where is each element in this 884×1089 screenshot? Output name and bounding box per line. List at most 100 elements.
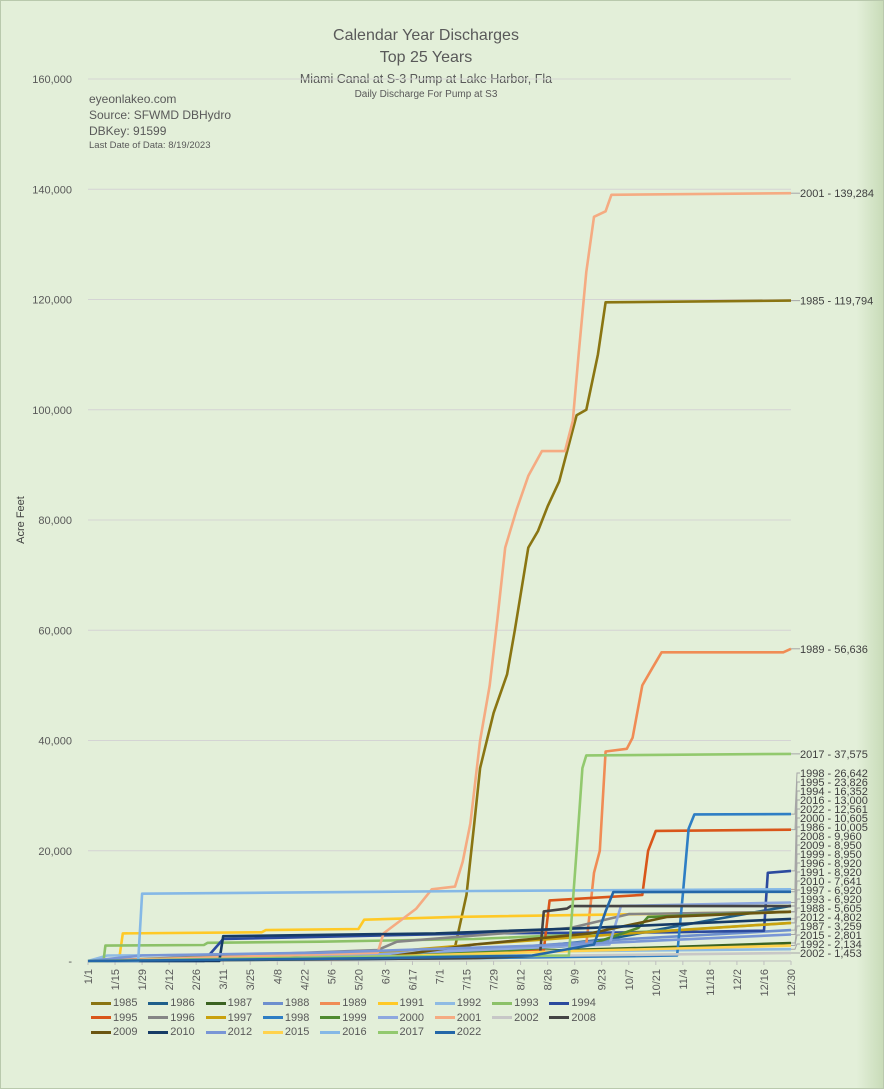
legend-swatch <box>377 1001 398 1005</box>
legend-label: 1992 <box>456 997 482 1009</box>
legend-item-1992: 1992 <box>434 997 482 1009</box>
legend-item-1989: 1989 <box>320 997 367 1009</box>
legend-label: 2001 <box>456 1011 482 1024</box>
legend-item-1987: 1987 <box>205 997 253 1009</box>
data-label-2022: 2022 - 12,561 <box>800 804 868 816</box>
legend-swatch <box>434 1030 455 1034</box>
legend-label: 1986 <box>170 997 195 1009</box>
legend-item-2010: 2010 <box>148 1026 195 1038</box>
legend-item-1996: 1996 <box>148 1011 195 1024</box>
x-tick-label: 5/6 <box>326 969 338 984</box>
chart-subtitle2: Daily Discharge For Pump at S3 <box>354 89 498 100</box>
legend-label: 2000 <box>399 1011 424 1024</box>
data-label-1993: 1993 - 6,920 <box>800 894 862 906</box>
legend-item-1998: 1998 <box>262 1011 310 1024</box>
x-tick-label: 8/26 <box>543 969 555 990</box>
x-tick-label: 10/21 <box>651 969 663 997</box>
note-last-date: Last Date of Data: 8/19/2023 <box>89 140 211 151</box>
leader-line <box>791 925 800 944</box>
data-label-2015: 2015 - 2,801 <box>800 930 862 942</box>
x-tick-label: 1/29 <box>137 969 149 990</box>
legend-item-2022: 2022 <box>434 1026 481 1038</box>
legend-label: 1988 <box>284 997 310 1009</box>
legend-label: 1985 <box>113 997 138 1009</box>
x-tick-label: 7/1 <box>435 969 447 984</box>
legend-item-2015: 2015 <box>262 1026 309 1038</box>
x-tick-label: 12/16 <box>759 969 771 997</box>
series-line-2008 <box>87 904 791 963</box>
legend-swatch <box>320 1030 341 1034</box>
y-tick-label: 100,000 <box>32 405 72 417</box>
data-label-1999: 1999 - 8,950 <box>800 849 862 861</box>
legend-swatch <box>492 1016 513 1019</box>
legend-label: 2016 <box>342 1026 367 1038</box>
data-label-1998: 1998 - 26,642 <box>800 768 868 780</box>
legend-label: 1996 <box>170 1011 195 1024</box>
legend-item-2001: 2001 <box>434 1011 482 1024</box>
data-label-2010: 2010 - 7,641 <box>800 876 862 888</box>
data-label-1994: 1994 - 16,352 <box>800 786 868 798</box>
legend-swatch <box>91 1016 111 1019</box>
legend-label: 1998 <box>284 1011 310 1024</box>
series-line-2017 <box>87 752 792 963</box>
legend-item-1991: 1991 <box>377 997 424 1009</box>
y-tick-label: 140,000 <box>32 184 72 196</box>
series-line-2022 <box>87 890 792 963</box>
legend-label: 1989 <box>342 997 367 1009</box>
chart-title: Calendar Year Discharges <box>333 27 519 44</box>
y-tick-label: 60,000 <box>38 625 72 637</box>
legend-label: 1991 <box>399 997 424 1009</box>
y-tick-label: 160,000 <box>32 74 72 86</box>
leader-line <box>791 772 800 815</box>
legend-label: 1999 <box>342 1011 367 1024</box>
legend-swatch <box>262 1016 283 1019</box>
note-website: eyeonlakeo.com <box>89 92 177 106</box>
x-tick-label: 5/20 <box>353 969 365 990</box>
legend-item-2012: 2012 <box>205 1026 253 1038</box>
data-label-1986: 1986 - 10,005 <box>800 822 868 834</box>
series-line-2001 <box>87 191 792 963</box>
legend-item-1993: 1993 <box>492 997 539 1009</box>
chart-title-line2: Top 25 Years <box>379 49 473 66</box>
legend-item-2000: 2000 <box>377 1011 424 1024</box>
series-line-2012 <box>87 933 792 963</box>
legend-item-2017: 2017 <box>377 1026 424 1038</box>
leader-line <box>791 943 800 950</box>
legend-swatch <box>205 1030 226 1034</box>
y-tick-label: - <box>68 956 72 968</box>
legend-swatch <box>148 1030 169 1034</box>
legend-label: 2012 <box>227 1026 253 1038</box>
x-tick-label: 8/12 <box>516 969 528 990</box>
legend-label: 1997 <box>227 1011 253 1024</box>
x-tick-label: 7/15 <box>462 969 474 990</box>
data-label-1987: 1987 - 3,259 <box>800 921 862 933</box>
legend-swatch <box>549 1001 570 1005</box>
data-label-2017: 2017 - 37,575 <box>800 749 868 761</box>
x-tick-label: 3/25 <box>245 969 257 990</box>
x-tick-label: 4/8 <box>272 969 284 984</box>
data-label-1995: 1995 - 23,826 <box>800 777 868 789</box>
legend-item-1994: 1994 <box>549 997 596 1009</box>
legend-swatch <box>205 1001 226 1005</box>
legend-swatch <box>91 1030 111 1034</box>
data-label-1991: 1991 - 8,920 <box>800 867 862 879</box>
legend-swatch <box>377 1016 398 1019</box>
x-tick-label: 2/26 <box>191 969 203 990</box>
series-line-1985 <box>87 299 792 963</box>
legend-swatch <box>549 1016 570 1019</box>
data-label-2001: 2001 - 139,284 <box>800 188 874 200</box>
leader-line <box>791 790 800 872</box>
legend-label: 1987 <box>227 997 253 1009</box>
legend-item-1997: 1997 <box>205 1011 253 1024</box>
data-label-2012: 2012 - 4,802 <box>800 912 862 924</box>
legend-item-1999: 1999 <box>320 1011 367 1024</box>
legend-label: 2008 <box>571 1011 596 1024</box>
data-label-1992: 1992 - 2,134 <box>800 939 862 951</box>
legend-label: 2009 <box>113 1026 138 1038</box>
legend-label: 2017 <box>399 1026 424 1038</box>
x-tick-label: 1/15 <box>110 969 122 990</box>
legend-label: 1995 <box>113 1011 138 1024</box>
legend-swatch <box>492 1001 513 1005</box>
y-axis-title: Acre Feet <box>15 496 27 544</box>
